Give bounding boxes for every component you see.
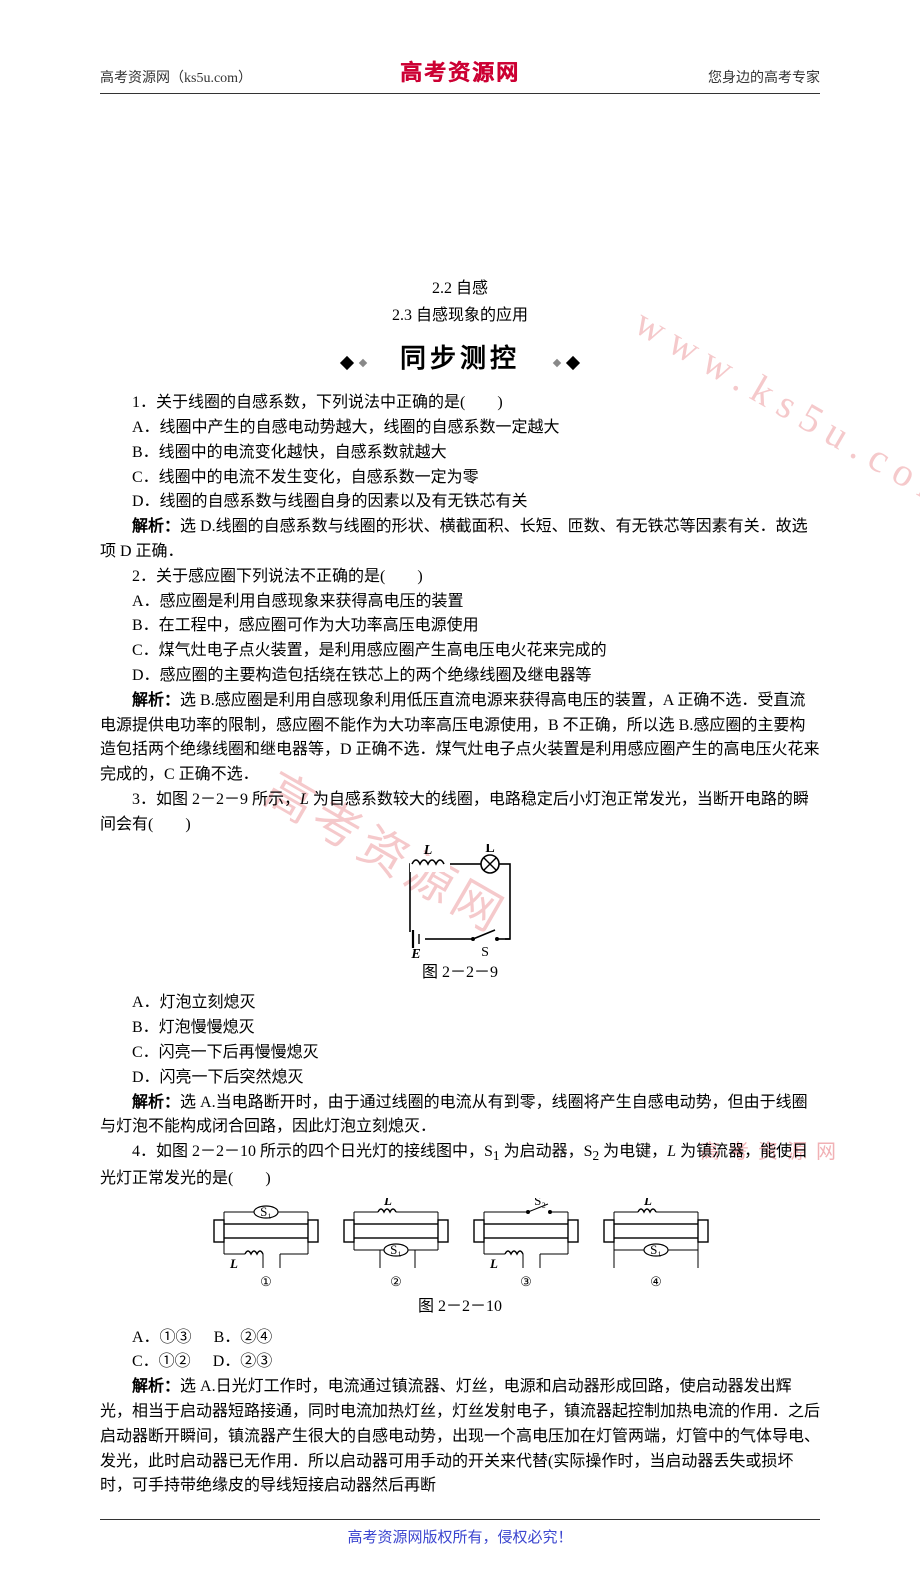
diamond-icon	[553, 359, 561, 367]
q1-optD: D．线圈的自感系数与线圈自身的因素以及有无铁芯有关	[100, 490, 820, 515]
q4-optB: B．②④	[214, 1329, 273, 1346]
q4-stem-a: 4．如图 2－2－10 所示的四个日光灯的接线图中，S	[132, 1143, 493, 1160]
svg-text:①: ①	[260, 1274, 272, 1289]
brand-title: 高考资源网	[400, 60, 520, 85]
header-left: 高考资源网（ks5u.com）	[100, 67, 340, 87]
q4-optA: A．①③	[132, 1329, 192, 1346]
content-body: www.ks5u.com 高考资源网 高 考 资 源 网 2.2 自感 2.3 …	[0, 108, 920, 1519]
answer-label: 解析：	[132, 518, 180, 535]
header-center: 高考资源网	[340, 55, 580, 87]
q4-optC: C．①②	[132, 1353, 191, 1370]
svg-text:S₁: S₁	[260, 1204, 272, 1219]
section-title-1: 2.2 自感	[100, 277, 820, 302]
q4-answer-text: 选 A.日光灯工作时，电流通过镇流器、灯丝，电源和启动器形成回路，使启动器发出辉…	[100, 1378, 820, 1494]
q3-optD: D．闪亮一下后突然熄灭	[100, 1066, 820, 1091]
q3-optC: C．闪亮一下后再慢慢熄灭	[100, 1041, 820, 1066]
svg-text:③: ③	[520, 1274, 532, 1289]
q4-optD: D．②③	[213, 1353, 273, 1370]
q2-optD: D．感应圈的主要构造包括绕在铁芯上的两个绝缘线圈及继电器等	[100, 664, 820, 689]
q4-opts-row1: A．①③ B．②④	[100, 1326, 820, 1351]
q2-stem: 2．关于感应圈下列说法不正确的是( )	[100, 565, 820, 590]
figure-2-2-9: L L E S 图 2－2－9	[100, 844, 820, 986]
lamp-label: L	[485, 844, 494, 856]
banner: 同步测控	[100, 339, 820, 379]
q3-stem: 3．如图 2－2－9 所示，L 为自感系数较大的线圈，电路稳定后小灯泡正常发光，…	[100, 788, 820, 838]
answer-label: 解析：	[132, 1094, 180, 1111]
q2-answer: 解析：选 B.感应圈是利用自感现象利用低压直流电源来获得高电压的装置，A 正确不…	[100, 689, 820, 788]
q3-answer: 解析：选 A.当电路断开时，由于通过线圈的电流从有到零，线圈将产生自感电动势，但…	[100, 1091, 820, 1141]
fig-caption-229: 图 2－2－9	[100, 961, 820, 986]
answer-label: 解析：	[132, 692, 180, 709]
q3-optA: A．灯泡立刻熄灭	[100, 991, 820, 1016]
q4-opts-row2: C．①② D．②③	[100, 1350, 820, 1375]
svg-text:L: L	[489, 1256, 498, 1271]
svg-text:L: L	[643, 1198, 652, 1208]
svg-text:S₂: S₂	[534, 1198, 546, 1208]
q2-answer-text: 选 B.感应圈是利用自感现象利用低压直流电源来获得高电压的装置，A 正确不选．受…	[100, 692, 820, 783]
q4-stem: 4．如图 2－2－10 所示的四个日光灯的接线图中，S1 为启动器，S2 为电键…	[100, 1140, 820, 1192]
q4-answer: 解析：选 A.日光灯工作时，电流通过镇流器、灯丝，电源和启动器形成回路，使启动器…	[100, 1375, 820, 1499]
q1-optA: A．线圈中产生的自感电动势越大，线圈的自感系数一定越大	[100, 416, 820, 441]
battery-label: E	[410, 947, 420, 959]
diamond-icon	[340, 356, 354, 370]
q2-optA: A．感应圈是利用自感现象来获得高电压的装置	[100, 590, 820, 615]
fig-caption-2210: 图 2－2－10	[100, 1295, 820, 1320]
svg-text:L: L	[229, 1256, 238, 1271]
q3-answer-text: 选 A.当电路断开时，由于通过线圈的电流从有到零，线圈将产生自感电动势，但由于线…	[100, 1094, 808, 1136]
diamond-icon	[359, 359, 367, 367]
section-title-2: 2.3 自感现象的应用	[100, 304, 820, 329]
q3-optB: B．灯泡慢慢熄灭	[100, 1016, 820, 1041]
figure-2-2-10: S₁ L ①	[100, 1198, 820, 1320]
svg-text:S₁: S₁	[390, 1242, 402, 1257]
switch-label: S	[481, 945, 489, 959]
q1-answer: 解析：选 D.线圈的自感系数与线圈的形状、横截面积、长短、匝数、有无铁芯等因素有…	[100, 515, 820, 565]
svg-text:L: L	[383, 1198, 392, 1208]
answer-label: 解析：	[132, 1378, 180, 1395]
q1-optB: B．线圈中的电流变化越快，自感系数就越大	[100, 441, 820, 466]
svg-text:S₁: S₁	[650, 1242, 662, 1257]
q2-optC: C．煤气灶电子点火装置，是利用感应圈产生高电压电火花来完成的	[100, 639, 820, 664]
svg-text:④: ④	[650, 1274, 662, 1289]
circuit-diagram-2: S₁ L ①	[200, 1198, 720, 1293]
diamond-icon	[566, 356, 580, 370]
svg-text:②: ②	[390, 1274, 402, 1289]
banner-text: 同步测控	[372, 339, 548, 379]
q1-stem: 1．关于线圈的自感系数，下列说法中正确的是( )	[100, 391, 820, 416]
q4-stem-c: 为电键，	[599, 1143, 667, 1160]
circuit-diagram-1: L L E S	[385, 844, 535, 959]
inductor-label: L	[423, 844, 433, 858]
q1-answer-text: 选 D.线圈的自感系数与线圈的形状、横截面积、长短、匝数、有无铁芯等因素有关．故…	[100, 518, 808, 560]
page-footer: 高考资源网版权所有，侵权必究！	[100, 1519, 820, 1577]
q2-optB: B．在工程中，感应圈可作为大功率高压电源使用	[100, 614, 820, 639]
q1-optC: C．线圈中的电流不发生变化，自感系数一定为零	[100, 466, 820, 491]
q3-stem-a: 3．如图 2－2－9 所示，	[132, 791, 300, 808]
header-right: 您身边的高考专家	[580, 67, 820, 87]
q4-stem-b: 为启动器，S	[500, 1143, 593, 1160]
page-header: 高考资源网（ks5u.com） 高考资源网 您身边的高考专家	[100, 0, 820, 94]
